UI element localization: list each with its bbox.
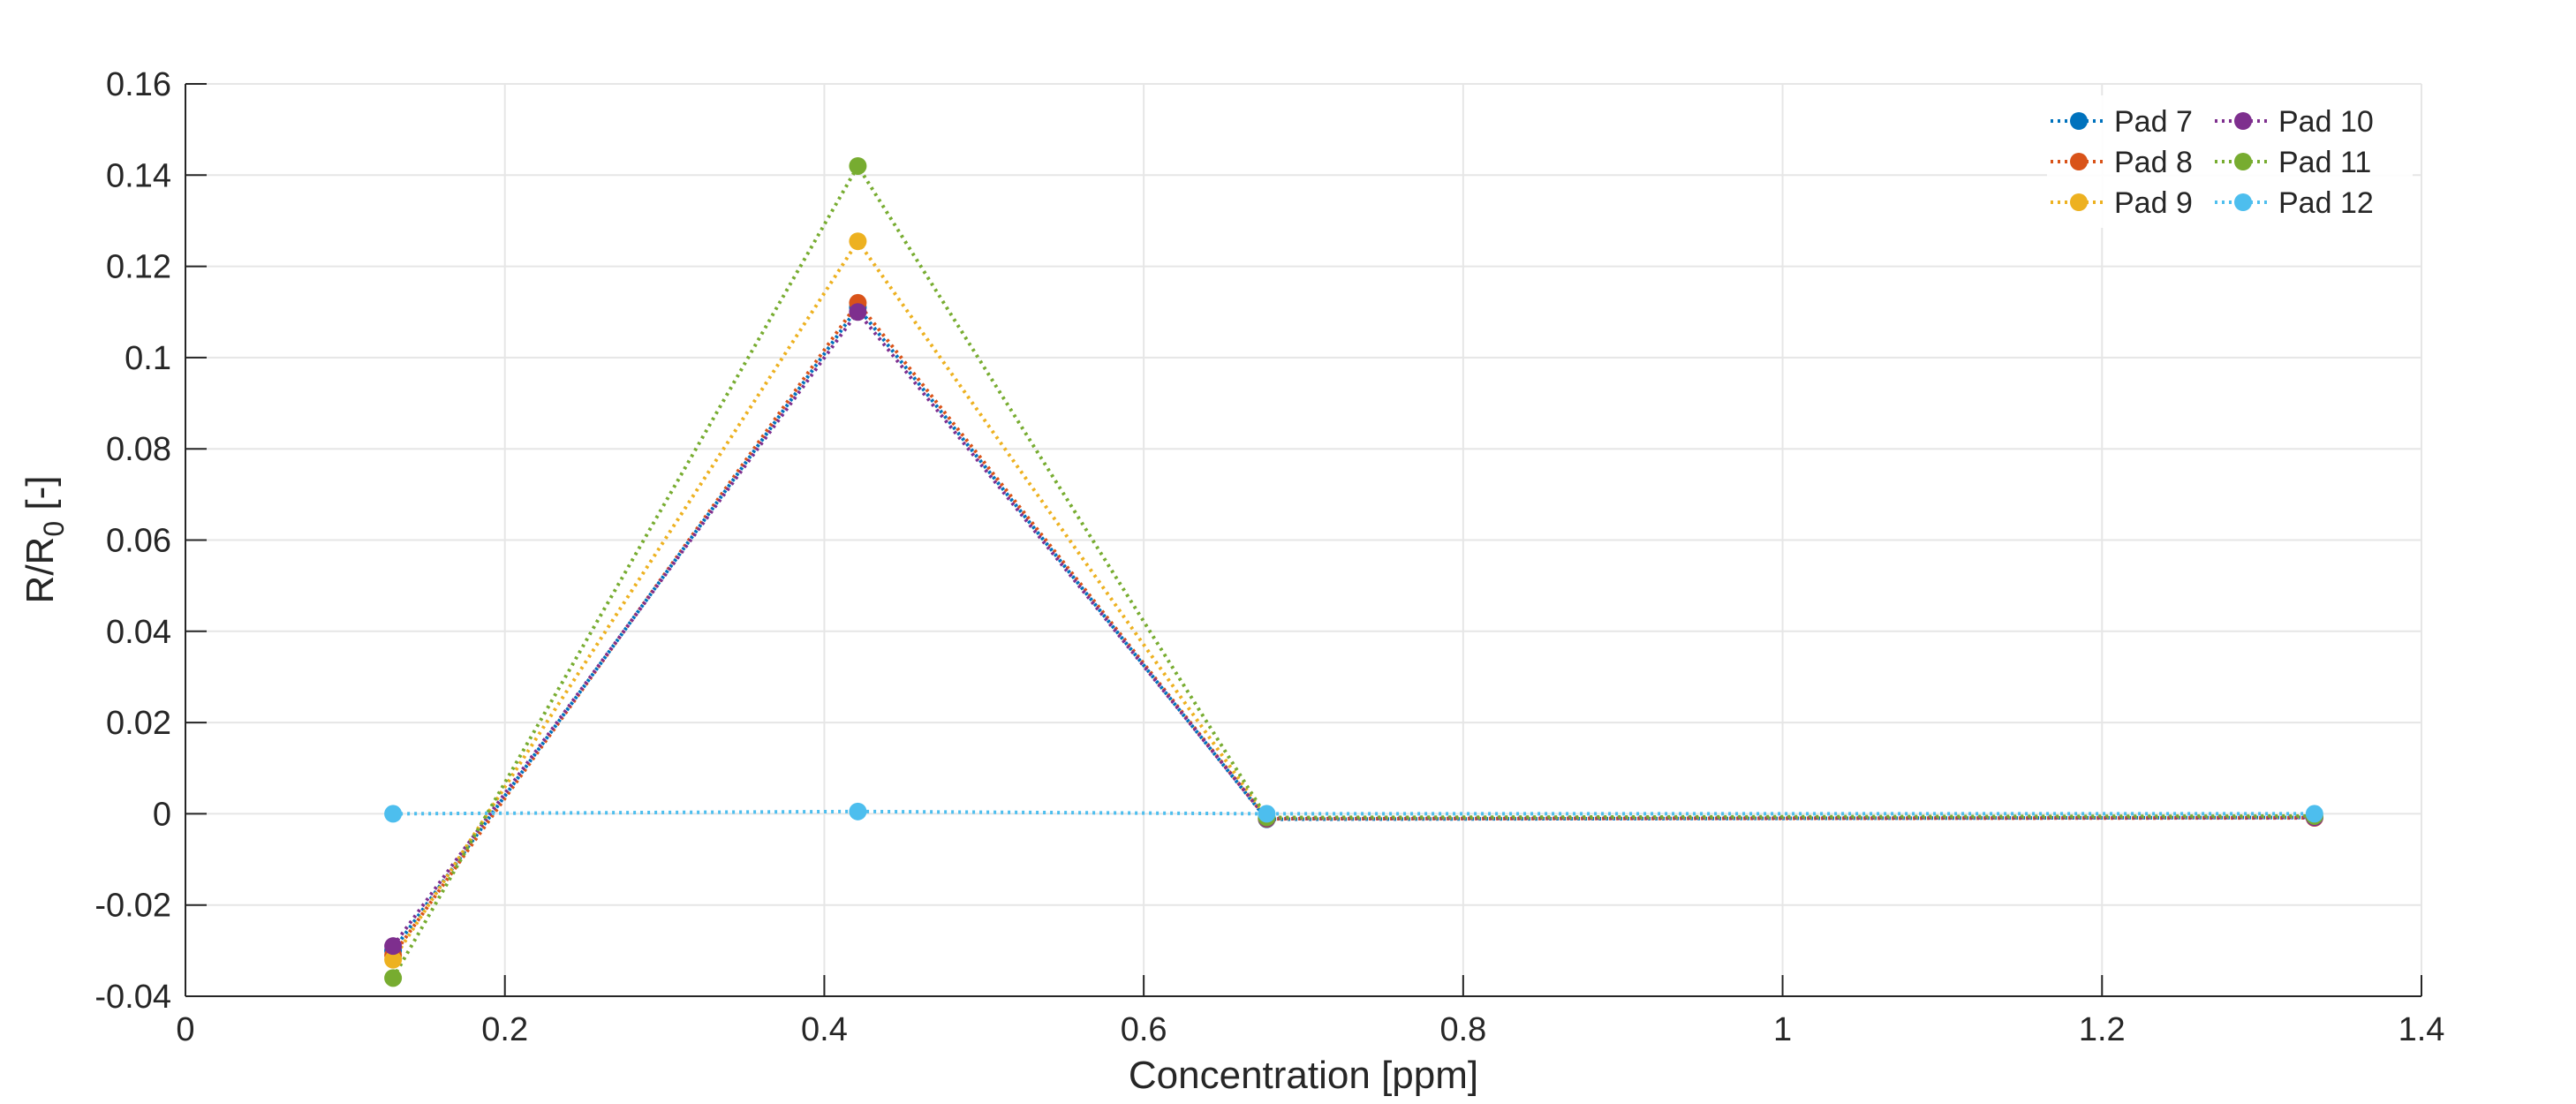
data-point-pad-9 xyxy=(384,950,403,969)
data-point-pad-11 xyxy=(384,969,403,987)
legend: Pad 7 Pad 8 Pad 9 Pad 10 Pad 11 Pad 12 xyxy=(2047,95,2413,228)
y-tick-label: 0 xyxy=(153,796,171,833)
x-tick-label: 1 xyxy=(1773,1011,1792,1048)
x-tick-label: 0 xyxy=(176,1011,194,1048)
data-point-pad-12 xyxy=(849,802,867,820)
legend-item-pad-12: Pad 12 xyxy=(2215,186,2374,220)
data-point-pad-12 xyxy=(2305,805,2323,823)
x-tick-label: 1.4 xyxy=(2398,1011,2445,1048)
data-point-pad-10 xyxy=(849,303,867,321)
axes xyxy=(185,83,2422,997)
series-lines xyxy=(391,163,2315,979)
legend-marker-pad-11 xyxy=(2234,153,2252,170)
y-tick-label: 0.02 xyxy=(106,705,171,742)
legend-item-pad-8: Pad 8 xyxy=(2051,146,2193,179)
x-axis-title: Concentration [ppm] xyxy=(1129,1054,1478,1097)
data-point-pad-12 xyxy=(384,805,403,823)
y-tick-label: 0.06 xyxy=(106,523,171,560)
legend-marker-pad-9 xyxy=(2070,193,2088,211)
data-point-pad-10 xyxy=(384,937,403,956)
y-tick-label: 0.16 xyxy=(106,66,171,103)
x-tick-labels: 0 0.2 0.4 0.6 0.8 1 1.2 1.4 xyxy=(176,1011,2444,1048)
y-tick-label: 0.04 xyxy=(106,614,171,651)
x-tick-label: 0.4 xyxy=(801,1011,848,1048)
legend-label-pad-9: Pad 9 xyxy=(2114,186,2193,220)
x-tick-label: 0.2 xyxy=(481,1011,528,1048)
series-line-pad-11 xyxy=(391,163,2315,979)
y-tick-label: 0.12 xyxy=(106,249,171,286)
legend-label-pad-8: Pad 8 xyxy=(2114,146,2193,179)
y-tick-label: 0.14 xyxy=(106,157,171,194)
y-axis-title-suffix: [-] xyxy=(19,476,62,521)
data-point-pad-11 xyxy=(849,156,867,175)
series-line-pad-10 xyxy=(391,308,2315,948)
series-line-pad-9 xyxy=(391,238,2315,961)
y-tick-label: 0.08 xyxy=(106,431,171,468)
x-tick-label: 0.6 xyxy=(1121,1011,1167,1048)
series-markers xyxy=(384,156,2323,987)
legend-item-pad-10: Pad 10 xyxy=(2215,105,2374,139)
y-tick-labels: -0.04 -0.02 0 0.02 0.04 0.06 0.08 0.1 0.12 0.14 0.… xyxy=(94,66,171,1016)
legend-label-pad-10: Pad 10 xyxy=(2278,105,2374,139)
y-axis-title-main: R/R xyxy=(19,537,62,604)
x-tick-label: 0.8 xyxy=(1439,1011,1486,1048)
legend-item-pad-9: Pad 9 xyxy=(2051,186,2193,220)
y-tick-label: 0.1 xyxy=(125,340,171,377)
legend-marker-pad-8 xyxy=(2070,153,2088,170)
data-point-pad-9 xyxy=(849,232,867,251)
legend-label-pad-7: Pad 7 xyxy=(2114,105,2193,139)
legend-marker-pad-10 xyxy=(2234,112,2252,130)
legend-label-pad-12: Pad 12 xyxy=(2278,186,2374,220)
legend-item-pad-11: Pad 11 xyxy=(2215,146,2371,179)
y-axis-title: R/R0 [-] xyxy=(19,476,70,604)
y-tick-label: -0.04 xyxy=(94,979,171,1016)
legend-label-pad-11: Pad 11 xyxy=(2278,146,2371,179)
legend-marker-pad-7 xyxy=(2070,112,2088,130)
y-axis-title-subscript: 0 xyxy=(38,521,70,537)
legend-marker-pad-12 xyxy=(2234,193,2252,211)
x-tick-label: 1.2 xyxy=(2079,1011,2126,1048)
y-tick-label: -0.02 xyxy=(94,888,171,925)
legend-item-pad-7: Pad 7 xyxy=(2051,105,2193,139)
data-point-pad-12 xyxy=(1258,805,1276,823)
